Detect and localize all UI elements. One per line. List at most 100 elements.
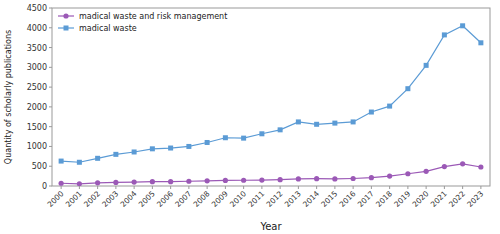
- legend: madical waste and risk managementmadical…: [58, 12, 227, 33]
- marker-square: [241, 136, 246, 141]
- marker-circle: [150, 179, 155, 184]
- marker-square: [369, 110, 374, 115]
- x-tick: [298, 186, 299, 189]
- x-tick: [280, 186, 281, 189]
- marker-square: [95, 156, 100, 161]
- marker-circle: [460, 161, 465, 166]
- x-tick: [170, 186, 171, 189]
- marker-circle: [113, 180, 118, 185]
- x-tick: [188, 186, 189, 189]
- x-tick-label: 2010: [228, 189, 248, 209]
- marker-circle: [332, 176, 337, 181]
- marker-square: [314, 122, 319, 127]
- x-tick: [480, 186, 481, 189]
- y-tick: [49, 126, 52, 127]
- y-tick: [49, 67, 52, 68]
- marker-square: [460, 23, 465, 28]
- plot-frame: [52, 8, 490, 186]
- y-tick-label: 1000: [27, 142, 47, 151]
- marker-square: [259, 131, 264, 136]
- marker-square: [150, 146, 155, 151]
- x-tick-label: 2017: [356, 189, 376, 209]
- marker-circle: [186, 179, 191, 184]
- y-tick: [49, 27, 52, 28]
- y-tick: [49, 8, 52, 9]
- x-tick-label: 2021: [429, 189, 449, 209]
- y-tick-label: 500: [32, 162, 47, 171]
- y-tick: [49, 87, 52, 88]
- marker-circle: [424, 169, 429, 174]
- x-tick-label: 2003: [100, 189, 120, 209]
- marker-circle: [351, 176, 356, 181]
- marker-circle: [369, 175, 374, 180]
- x-tick: [207, 186, 208, 189]
- marker-square: [59, 159, 64, 164]
- x-tick: [61, 186, 62, 189]
- marker-circle: [223, 178, 228, 183]
- x-tick-label: 2009: [210, 189, 230, 209]
- y-tick-label: 2500: [27, 83, 47, 92]
- marker-square: [186, 144, 191, 149]
- marker-circle: [314, 176, 319, 181]
- x-tick-label: 2019: [392, 189, 412, 209]
- x-tick-label: 2011: [246, 189, 266, 209]
- x-tick-label: 2015: [319, 189, 339, 209]
- y-tick-label: 3000: [27, 63, 47, 72]
- x-tick-label: 2004: [119, 189, 139, 209]
- x-tick-label: 2008: [192, 189, 212, 209]
- marker-circle: [296, 176, 301, 181]
- x-tick: [371, 186, 372, 189]
- x-tick-label: 2018: [374, 189, 394, 209]
- y-axis-label: Quantity of scholarly publications: [4, 30, 13, 164]
- x-tick-label: 2006: [155, 189, 175, 209]
- marker-circle: [259, 177, 264, 182]
- x-axis: 2000200120022003200420052006200720082009…: [46, 186, 486, 209]
- x-tick-label: 2005: [137, 189, 157, 209]
- marker-square: [64, 26, 69, 31]
- marker-circle: [405, 171, 410, 176]
- marker-square: [132, 149, 137, 154]
- x-tick: [462, 186, 463, 189]
- marker-circle: [95, 180, 100, 185]
- x-tick: [134, 186, 135, 189]
- marker-square: [424, 63, 429, 68]
- x-tick: [225, 186, 226, 189]
- marker-circle: [442, 164, 447, 169]
- chart: 0500100015002000250030003500400045002000…: [0, 0, 500, 234]
- x-tick: [316, 186, 317, 189]
- x-tick: [152, 186, 153, 189]
- y-tick-label: 4500: [27, 4, 47, 13]
- marker-circle: [205, 178, 210, 183]
- y-tick-label: 4000: [27, 24, 47, 33]
- y-axis: 050010001500200025003000350040004500: [27, 4, 52, 191]
- marker-square: [205, 140, 210, 145]
- marker-square: [168, 146, 173, 151]
- x-tick-label: 2014: [301, 189, 321, 209]
- marker-square: [351, 119, 356, 124]
- marker-square: [478, 40, 483, 45]
- y-tick-label: 0: [42, 182, 47, 191]
- marker-square: [332, 121, 337, 126]
- marker-circle: [278, 177, 283, 182]
- y-tick: [49, 146, 52, 147]
- x-tick: [243, 186, 244, 189]
- x-tick: [353, 186, 354, 189]
- x-tick: [79, 186, 80, 189]
- series-line: [61, 26, 481, 162]
- legend-label: madical waste and risk management: [79, 12, 227, 21]
- x-tick: [389, 186, 390, 189]
- marker-square: [278, 127, 283, 132]
- y-tick: [49, 106, 52, 107]
- marker-square: [113, 152, 118, 157]
- x-tick-label: 2016: [338, 189, 358, 209]
- marker-circle: [478, 164, 483, 169]
- x-tick: [426, 186, 427, 189]
- x-tick-label: 2023: [465, 189, 485, 209]
- y-tick-label: 2000: [27, 103, 47, 112]
- y-tick: [49, 166, 52, 167]
- y-tick-label: 1500: [27, 123, 47, 132]
- x-tick-label: 2020: [411, 189, 431, 209]
- x-tick-label: 2022: [447, 189, 467, 209]
- y-tick: [49, 47, 52, 48]
- marker-square: [442, 32, 447, 37]
